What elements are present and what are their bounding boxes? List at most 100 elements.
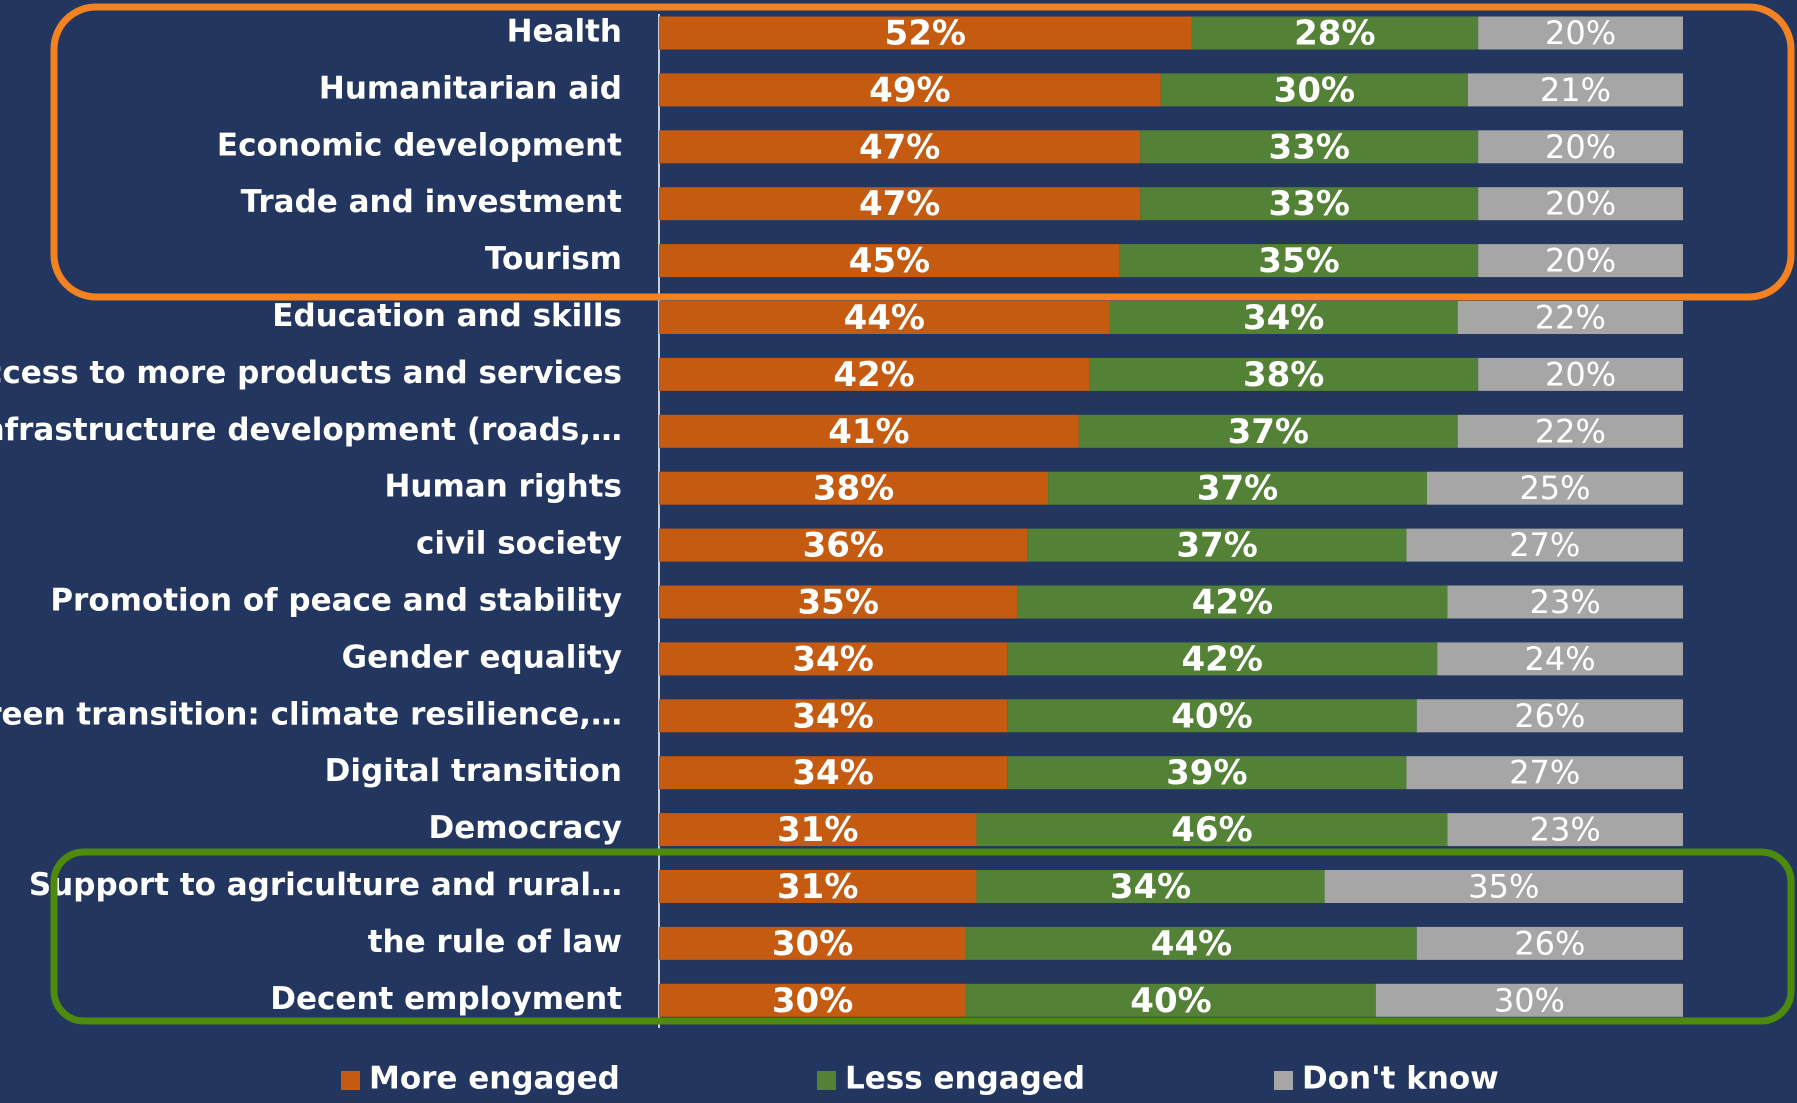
bar-segment [659,983,967,1017]
category-label: Democracy [428,810,622,846]
legend-swatch [817,1071,836,1090]
data-label: 37% [1197,469,1278,509]
bar-segment [659,926,967,960]
bar-segment [1191,16,1479,50]
data-label: 30% [772,981,853,1021]
bar-segment [1027,528,1407,562]
data-label: 34% [1243,298,1324,338]
data-label: 22% [1535,412,1606,450]
data-label: 24% [1525,640,1596,678]
category-label: Trade and investment [241,184,623,220]
highlight-box-bottom [50,848,1795,1025]
bar-segment [1007,756,1407,790]
data-label: 20% [1545,185,1616,223]
data-label: 20% [1545,242,1616,280]
bars: Health 52% 28% 20% Humanitarian aid 49% 30% 21%… [0,14,1683,1021]
data-label: 35% [1468,868,1539,906]
bar-segment [1427,471,1683,505]
data-label: 22% [1535,299,1606,337]
bar-segment [976,870,1325,903]
data-label: 26% [1514,697,1585,735]
bar-segment [659,642,1008,676]
data-label: 40% [1171,696,1252,736]
legend-label: More engaged [369,1061,620,1097]
bar-segment [1437,642,1683,676]
data-label: 27% [1509,754,1580,792]
data-label: 34% [792,753,873,793]
bar-segment [1478,187,1683,221]
bar-segment [1160,73,1468,107]
bar-segment [1140,187,1479,221]
bar-segment [1447,813,1683,847]
bar-segment [1089,357,1479,391]
legend-label: Less engaged [845,1061,1085,1097]
data-label: 37% [1228,412,1309,452]
bar-segment [1109,301,1458,334]
category-label: Support to agriculture and rural… [29,867,622,903]
highlight-box-top [50,3,1795,301]
bar-segment [659,244,1120,278]
bar-segment [659,187,1141,221]
data-label: 31% [777,810,858,850]
data-label: 26% [1514,924,1585,962]
bar-segment [659,73,1161,107]
data-label: 44% [1151,924,1232,964]
data-label: 30% [1274,70,1355,110]
data-label: 28% [1294,14,1375,54]
data-label: 40% [1130,981,1211,1021]
data-label: 49% [869,70,950,110]
data-label: 37% [1176,526,1257,566]
data-label: 35% [1258,241,1339,281]
data-label: 33% [1269,184,1350,224]
bar-segment [659,528,1028,562]
data-label: 36% [803,526,884,566]
bar-segment [659,585,1018,619]
bar-segment [659,813,977,847]
bar-segment [1457,414,1683,448]
bar-segment [659,16,1192,50]
category-label: Health [507,14,622,50]
data-label: 38% [1243,355,1324,395]
bar-segment [659,130,1141,164]
bar-segment [1478,130,1683,164]
bar-segment [1078,414,1458,448]
data-label: 35% [798,583,879,623]
data-label: 33% [1269,127,1350,167]
data-label: 23% [1530,811,1601,849]
legend-swatch [1274,1071,1293,1090]
bar-segment [1478,357,1683,391]
data-label: 38% [813,469,894,509]
data-label: 42% [1192,583,1273,623]
data-label: 34% [792,639,873,679]
bar-segment [1416,699,1683,733]
category-label: Decent employment [270,981,622,1017]
category-label: Access to more products and services [0,355,622,391]
legend-swatch [341,1071,360,1090]
data-label: 20% [1545,128,1616,166]
bar-segment [1324,870,1683,903]
data-label: 30% [1494,981,1565,1019]
data-label: 47% [859,127,940,167]
data-label: 20% [1545,14,1616,52]
bar-segment [1007,642,1438,676]
category-label: Tourism [485,241,622,277]
bar-segment [659,699,1008,733]
data-label: 41% [828,412,909,452]
legend-label: Don't know [1302,1061,1499,1097]
data-label: 39% [1166,753,1247,793]
data-label: 31% [777,867,858,907]
bar-segment [1007,699,1417,733]
data-label: 44% [844,298,925,338]
bar-segment [1416,926,1683,960]
data-label: 34% [792,696,873,736]
bar-segment [1119,244,1479,278]
data-label: 45% [849,241,930,281]
data-label: 42% [833,355,914,395]
bar-segment [1467,73,1683,107]
data-label: 23% [1530,583,1601,621]
bar-segment [1447,585,1683,619]
bar-segment [659,301,1110,334]
data-label: 34% [1110,867,1191,907]
data-label: 21% [1540,71,1611,109]
